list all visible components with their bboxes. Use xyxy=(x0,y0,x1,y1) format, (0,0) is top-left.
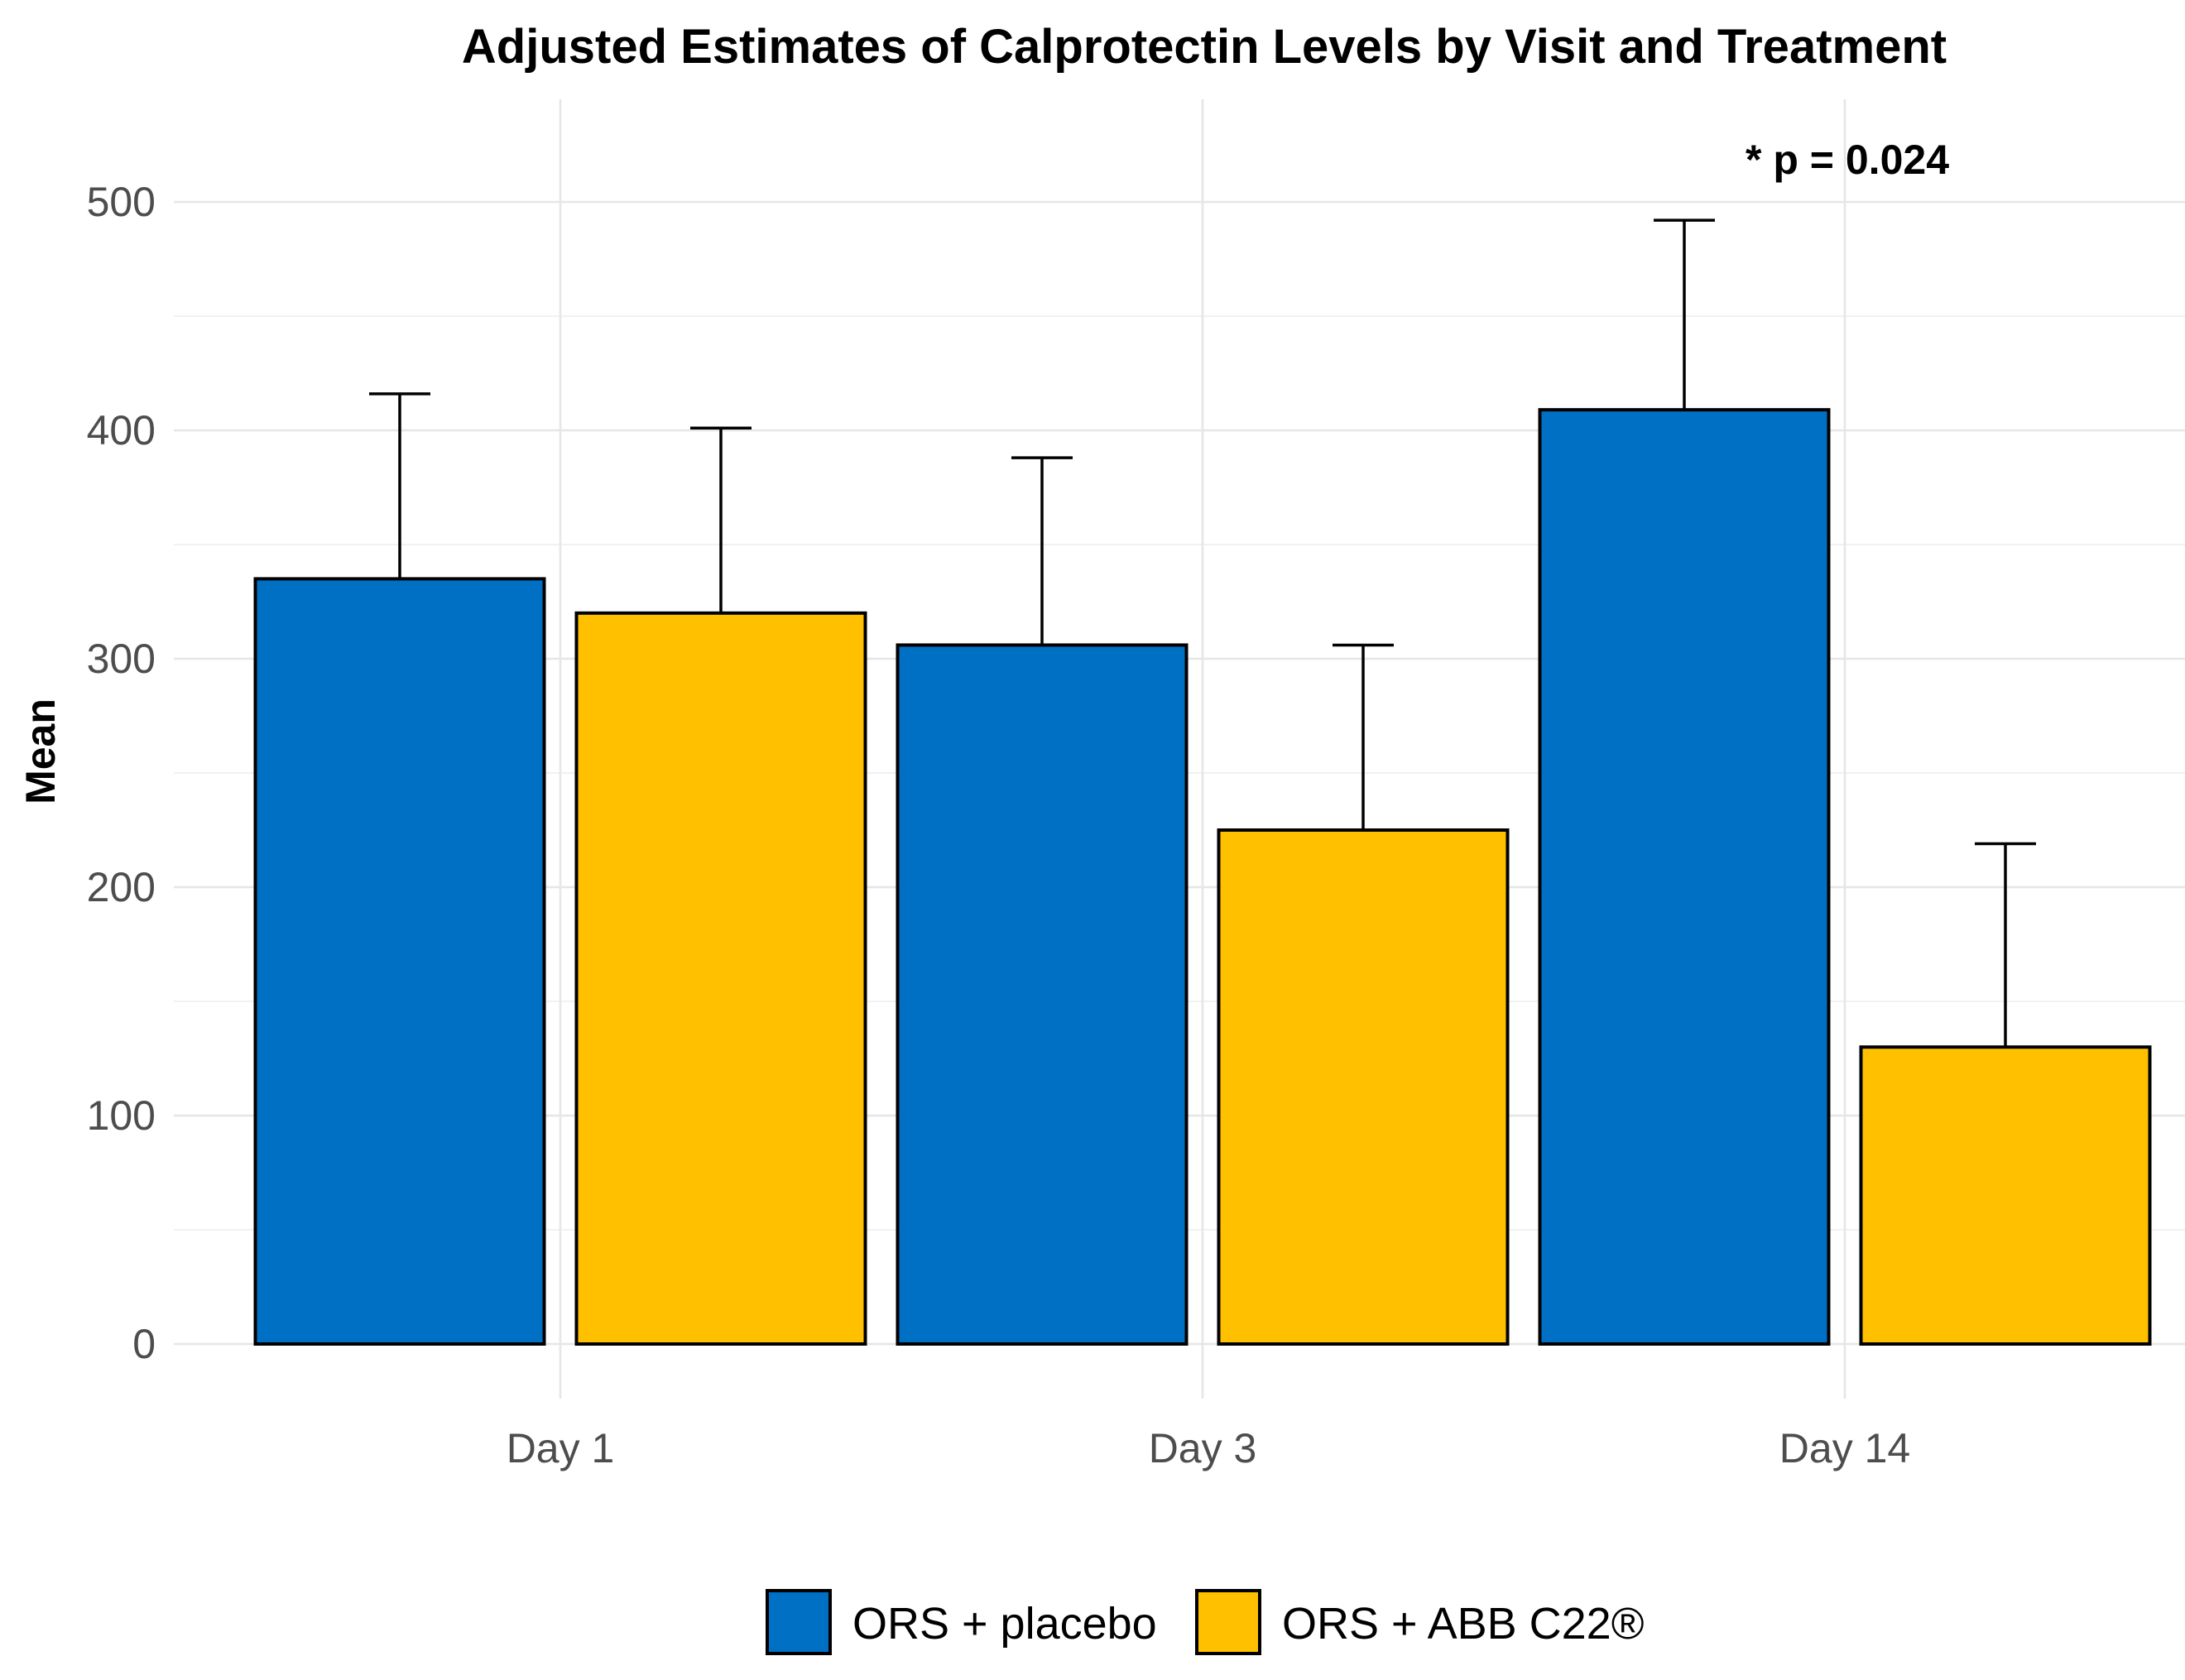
y-tick-label: 300 xyxy=(87,636,156,682)
error-bars xyxy=(369,218,2036,1048)
y-tick-label: 100 xyxy=(87,1092,156,1139)
x-tick-label: Day 1 xyxy=(507,1425,615,1471)
bar xyxy=(1217,828,1510,1346)
bars xyxy=(253,408,2152,1346)
legend: ORS + placebo ORS + ABB C22® xyxy=(766,1589,1644,1655)
y-tick-label: 500 xyxy=(87,179,156,225)
legend-key xyxy=(766,1589,832,1655)
bar xyxy=(1538,408,1831,1346)
y-tick-label: 400 xyxy=(87,407,156,454)
bar xyxy=(896,643,1189,1346)
bar xyxy=(574,611,867,1346)
bar xyxy=(253,577,546,1346)
x-axis-ticks: Day 1 Day 3 Day 14 xyxy=(507,1425,1911,1471)
p-value-annotation: * p = 0.024 xyxy=(1746,137,1949,183)
x-tick-label: Day 3 xyxy=(1149,1425,1257,1471)
legend-label: ORS + ABB C22® xyxy=(1282,1599,1644,1649)
chart-title: Adjusted Estimates of Calprotectin Level… xyxy=(462,20,1947,74)
y-tick-label: 200 xyxy=(87,864,156,910)
bar xyxy=(1859,1045,2152,1346)
y-tick-label: 0 xyxy=(132,1321,156,1367)
legend-key xyxy=(1195,1589,1261,1655)
y-axis-ticks: 0 100 200 300 400 500 xyxy=(87,179,156,1367)
y-axis-label: Mean xyxy=(17,698,64,804)
legend-label: ORS + placebo xyxy=(852,1599,1157,1649)
x-tick-label: Day 14 xyxy=(1779,1425,1910,1471)
